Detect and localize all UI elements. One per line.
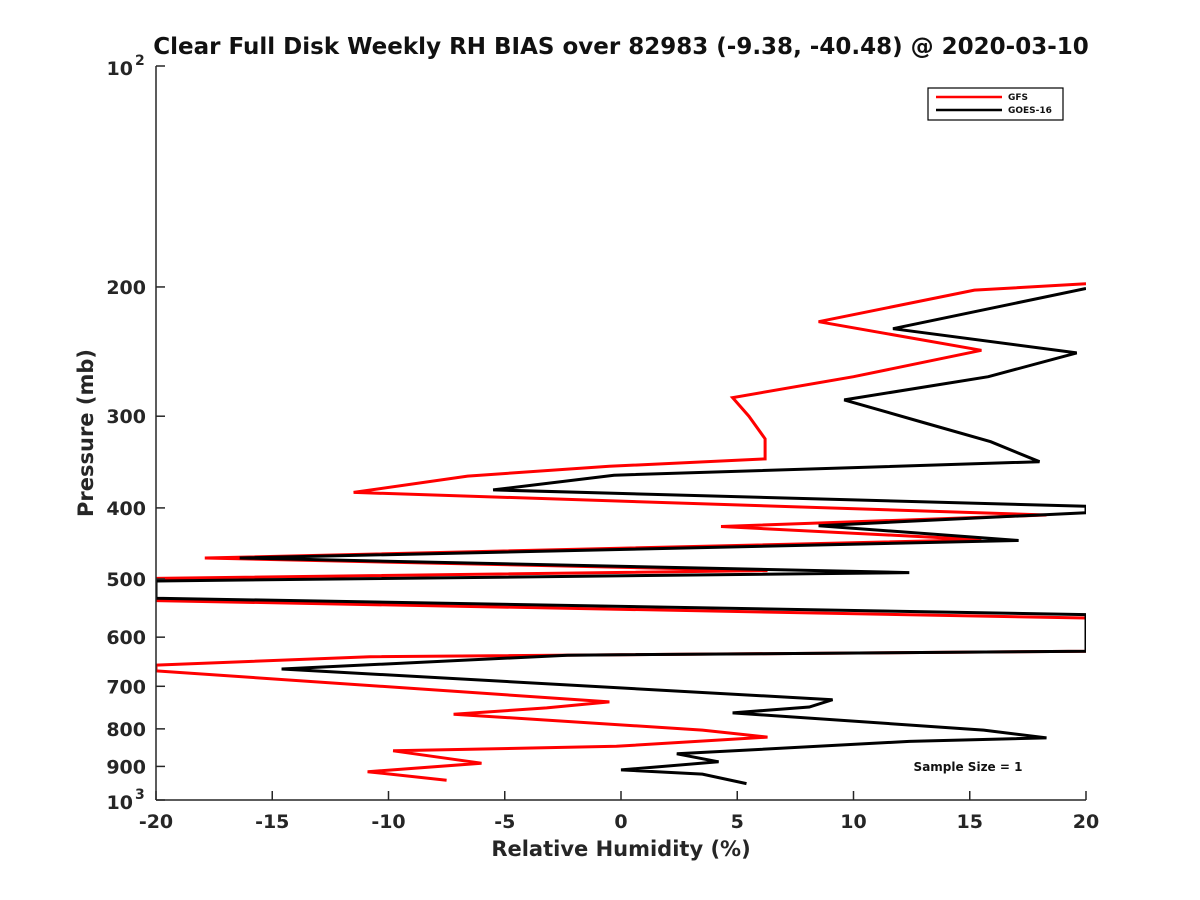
x-tick-label: 15	[957, 811, 983, 833]
y-tick-label: 900	[106, 756, 146, 778]
series-line-goes16	[156, 287, 1086, 786]
y-tick-label: 800	[106, 719, 146, 741]
legend-label-goes16: GOES-16	[1008, 106, 1052, 116]
legend-box	[927, 87, 1064, 121]
x-tick-label: -15	[255, 811, 289, 833]
x-tick-label: -20	[139, 811, 173, 833]
legend: GFS GOES-16	[927, 87, 1064, 121]
y-tick-label: 500	[106, 569, 146, 591]
y-tick-label-exp: 10	[107, 792, 133, 814]
y-tick-label: 200	[106, 277, 146, 299]
chart-title: Clear Full Disk Weekly RH BIAS over 8298…	[153, 34, 1089, 60]
plot-area	[156, 282, 1086, 786]
y-tick-exponent: 2	[135, 53, 145, 69]
x-axis-label: Relative Humidity (%)	[491, 837, 750, 861]
x-tick-label: 10	[840, 811, 866, 833]
x-tick-label: 5	[731, 811, 744, 833]
x-tick-label: 0	[614, 811, 627, 833]
x-axis: -20 -15 -10 -5 0 5 10 15 20	[139, 791, 1099, 833]
x-tick-label: -5	[494, 811, 515, 833]
sample-size-annotation: Sample Size = 1	[914, 760, 1023, 774]
y-tick-label: 600	[106, 627, 146, 649]
y-tick-label-exp: 10	[107, 58, 133, 80]
x-tick-label: -10	[371, 811, 405, 833]
x-tick-label: 20	[1073, 811, 1099, 833]
y-tick-label: 700	[106, 676, 146, 698]
series-line-gfs	[156, 282, 1086, 782]
y-tick-exponent: 3	[135, 787, 145, 803]
y-axis-label: Pressure (mb)	[74, 349, 98, 517]
y-tick-label: 400	[106, 498, 146, 520]
y-tick-label: 300	[106, 406, 146, 428]
legend-label-gfs: GFS	[1008, 93, 1028, 103]
